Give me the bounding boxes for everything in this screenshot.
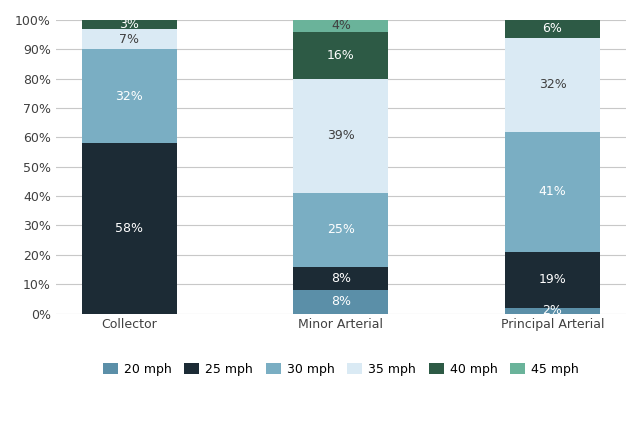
Text: 8%: 8% [331,272,351,285]
Text: 7%: 7% [119,32,139,46]
Text: 58%: 58% [115,222,144,235]
Text: 2%: 2% [542,304,562,317]
Bar [505,132,600,252]
Bar [81,49,177,143]
Text: 25%: 25% [327,223,355,236]
Text: 39%: 39% [327,130,354,142]
Bar [294,79,388,193]
Bar [505,37,600,132]
Text: 8%: 8% [331,295,351,308]
Bar [294,193,388,267]
Bar [81,29,177,49]
Bar [294,20,388,32]
Text: 4%: 4% [331,19,351,32]
Bar [294,32,388,79]
Bar [505,252,600,308]
Text: 32%: 32% [538,78,567,91]
Bar [81,143,177,314]
Text: 6%: 6% [542,22,562,35]
Bar [294,267,388,290]
Text: 19%: 19% [538,273,567,286]
Bar [81,20,177,29]
Legend: 20 mph, 25 mph, 30 mph, 35 mph, 40 mph, 45 mph: 20 mph, 25 mph, 30 mph, 35 mph, 40 mph, … [97,358,584,381]
Text: 3%: 3% [119,18,139,31]
Bar [294,290,388,314]
Text: 32%: 32% [115,90,143,103]
Bar [505,20,600,37]
Bar [505,308,600,314]
Text: 16%: 16% [327,49,354,62]
Text: 41%: 41% [538,185,567,198]
